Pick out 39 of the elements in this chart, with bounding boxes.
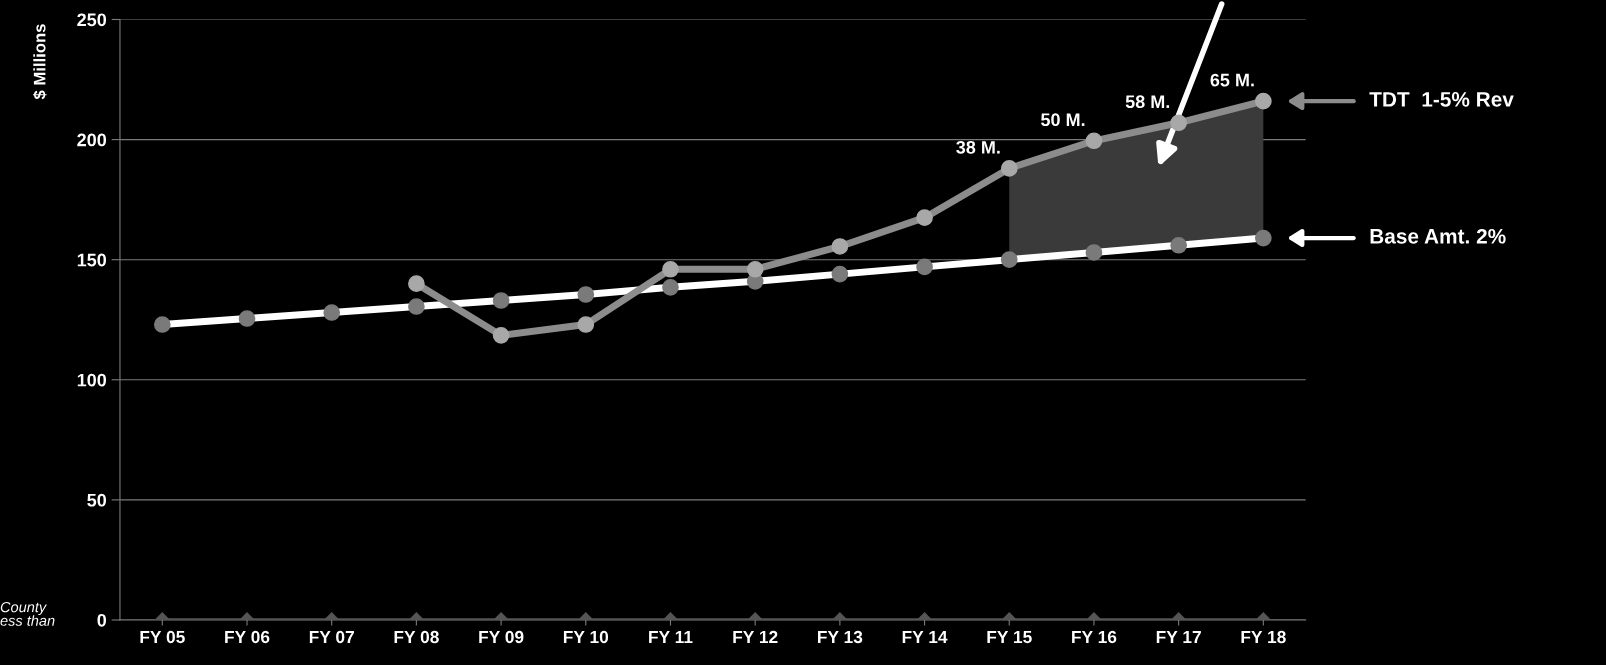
x-tick-label: FY 14 <box>902 631 948 643</box>
annotation: 58 M. <box>1125 95 1170 109</box>
point <box>408 275 425 293</box>
x-tick-label: FY 11 <box>649 631 693 643</box>
x-tick-label: FY 06 <box>225 630 270 644</box>
text: County ess than <box>0 601 55 626</box>
point <box>831 238 849 255</box>
x-tick-label: FY 17 <box>1156 631 1201 643</box>
y-axis-title: $ Millions <box>33 24 47 100</box>
point <box>662 260 679 278</box>
point <box>577 316 595 333</box>
y-tick-label: 50 <box>87 493 107 507</box>
x-tick-label: FY 10 <box>563 630 609 644</box>
point <box>1170 114 1187 132</box>
point <box>1085 132 1103 150</box>
point <box>492 327 510 344</box>
annotation: 65 M. <box>1210 73 1254 87</box>
annotation: 50 M. <box>1041 113 1085 127</box>
x-tick-label: FY 13 <box>818 630 863 644</box>
point <box>916 209 933 226</box>
x-tick-label: FY 09 <box>479 630 524 644</box>
annotation: 38 M. <box>956 140 1000 154</box>
point <box>1000 160 1018 177</box>
legend-label: TDT 1-5% Rev <box>1369 92 1514 107</box>
y-tick-label: 250 <box>77 13 107 27</box>
x-tick-label: FY 12 <box>733 630 778 643</box>
y-tick-label: 0 <box>97 613 107 627</box>
x-tick-label: FY 18 <box>1241 630 1286 644</box>
x-tick-label: FY 05 <box>140 630 185 644</box>
point <box>746 260 764 278</box>
x-tick-label: FY 07 <box>309 630 354 644</box>
y-tick-label: 150 <box>77 253 107 267</box>
legend-label: Base Amt. 2% <box>1370 228 1506 244</box>
y-tick-label: 100 <box>77 373 107 387</box>
x-tick-label: FY 16 <box>1072 630 1117 644</box>
point <box>1254 92 1272 110</box>
y-tick-label: 200 <box>77 133 107 147</box>
x-tick-label: FY 15 <box>987 631 1032 644</box>
x-tick-label: FY 08 <box>394 630 439 644</box>
